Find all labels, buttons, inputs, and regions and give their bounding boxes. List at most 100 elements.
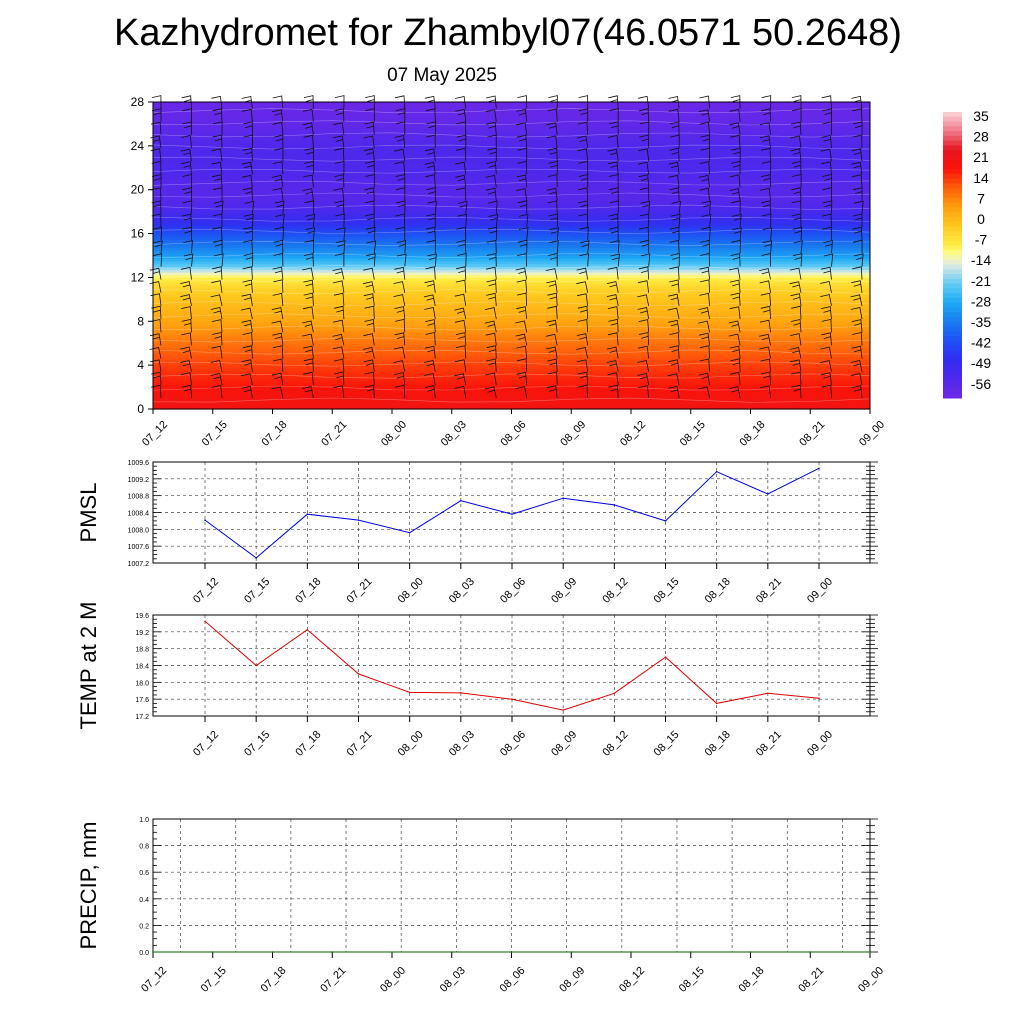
- heatmap-band: [153, 181, 870, 185]
- wind-barb: [852, 332, 863, 346]
- wind-barb: [822, 187, 833, 201]
- heatmap-band: [153, 219, 870, 224]
- wind-barb: [395, 318, 406, 333]
- panel-frame: [152, 614, 871, 717]
- wind-barb: [760, 371, 771, 385]
- wind-barb: [364, 121, 375, 135]
- wind-barb: [454, 319, 467, 333]
- heatmap-band: [153, 167, 870, 172]
- wind-barb: [273, 134, 284, 149]
- wind-barb: [578, 213, 589, 228]
- panel-ylabel: PRECIP, mm: [76, 822, 101, 950]
- colorbar-label: -7: [975, 232, 988, 248]
- xtick-label: 07_21: [345, 729, 375, 759]
- wind-barb: [302, 320, 314, 333]
- series-point: [715, 470, 718, 473]
- heatmap-band: [153, 230, 870, 235]
- wind-barb: [335, 213, 345, 228]
- wind-barb: [606, 360, 619, 372]
- wind-barb: [242, 279, 253, 293]
- wind-barb: [332, 333, 345, 346]
- wind-barb: [213, 239, 223, 254]
- series-point: [570, 951, 573, 953]
- xtick-label: 08_12: [600, 729, 630, 759]
- colorbar-band: [943, 283, 962, 289]
- wind-barb: [731, 239, 741, 254]
- wind-barb: [305, 227, 316, 241]
- wind-barb: [424, 307, 436, 320]
- wind-barb: [546, 280, 558, 293]
- wind-barb: [821, 332, 832, 346]
- wind-barb: [396, 200, 406, 214]
- wind-barb: [729, 345, 741, 359]
- xtick-label: 08_06: [498, 576, 528, 606]
- ytick-label: 1008.0: [128, 527, 150, 534]
- wind-barb: [668, 108, 680, 122]
- heatmap-band: [153, 359, 870, 364]
- wind-barb: [485, 332, 497, 346]
- wind-barb: [578, 160, 589, 175]
- wind-barb: [517, 147, 528, 162]
- wind-barb: [304, 200, 314, 214]
- wind-barb: [272, 109, 284, 122]
- wind-barb: [363, 333, 375, 346]
- wind-barb: [515, 386, 528, 399]
- wind-barb: [609, 200, 619, 214]
- series-point: [562, 709, 564, 711]
- contour-line: [152, 108, 871, 114]
- wind-barb: [730, 292, 741, 306]
- wind-barb: [183, 240, 193, 254]
- series-point: [271, 951, 274, 953]
- wind-barb: [851, 148, 863, 162]
- heatmap-band: [153, 266, 870, 270]
- wind-barb: [546, 122, 558, 135]
- series-point: [809, 951, 812, 953]
- wind-barb: [700, 147, 711, 162]
- wind-barb: [365, 160, 375, 175]
- wind-barb: [426, 187, 436, 201]
- ytick-label: 1008.8: [128, 494, 150, 501]
- wind-barb: [152, 226, 163, 241]
- wind-barb: [272, 187, 284, 201]
- wind-barb: [362, 281, 375, 293]
- wind-barb: [728, 333, 741, 346]
- wind-barb: [638, 319, 650, 333]
- wind-barb: [547, 358, 558, 372]
- wind-barb: [486, 292, 497, 306]
- wind-barb: [516, 279, 528, 293]
- xtick-label: 07_12: [191, 576, 221, 606]
- wind-barb: [151, 187, 162, 201]
- contour-line: [152, 361, 871, 367]
- heatmap-band: [153, 313, 870, 317]
- heatmap-xtick-label: 08_03: [439, 419, 469, 449]
- wind-barb: [791, 213, 802, 228]
- wind-barb: [455, 108, 467, 122]
- heatmap-band: [153, 337, 870, 342]
- wind-barb: [669, 187, 680, 201]
- wind-barb: [791, 384, 802, 399]
- wind-barb: [822, 121, 832, 135]
- wind-barb: [395, 187, 406, 201]
- wind-barb: [456, 226, 467, 241]
- wind-barb: [335, 240, 346, 254]
- heatmap-band: [153, 381, 870, 385]
- colorbar-band: [943, 345, 962, 351]
- heatmap-ytick-label: 20: [131, 183, 145, 197]
- colorbar-band: [943, 235, 962, 242]
- wind-barb: [639, 134, 650, 149]
- wind-barb: [486, 239, 497, 254]
- heatmap-band: [153, 173, 870, 177]
- ytick-label: 1009.6: [128, 460, 150, 467]
- heatmap-band: [153, 395, 870, 399]
- wind-barb: [151, 305, 162, 320]
- wind-barb: [364, 187, 375, 201]
- wind-barb: [211, 148, 223, 162]
- heatmap-band: [153, 334, 870, 339]
- wind-barb: [240, 307, 253, 320]
- wind-barb: [789, 347, 802, 359]
- wind-barb: [395, 121, 406, 135]
- heatmap-band: [153, 296, 870, 300]
- series-point: [562, 497, 564, 499]
- wind-barb: [456, 147, 467, 162]
- wind-barb: [426, 239, 436, 254]
